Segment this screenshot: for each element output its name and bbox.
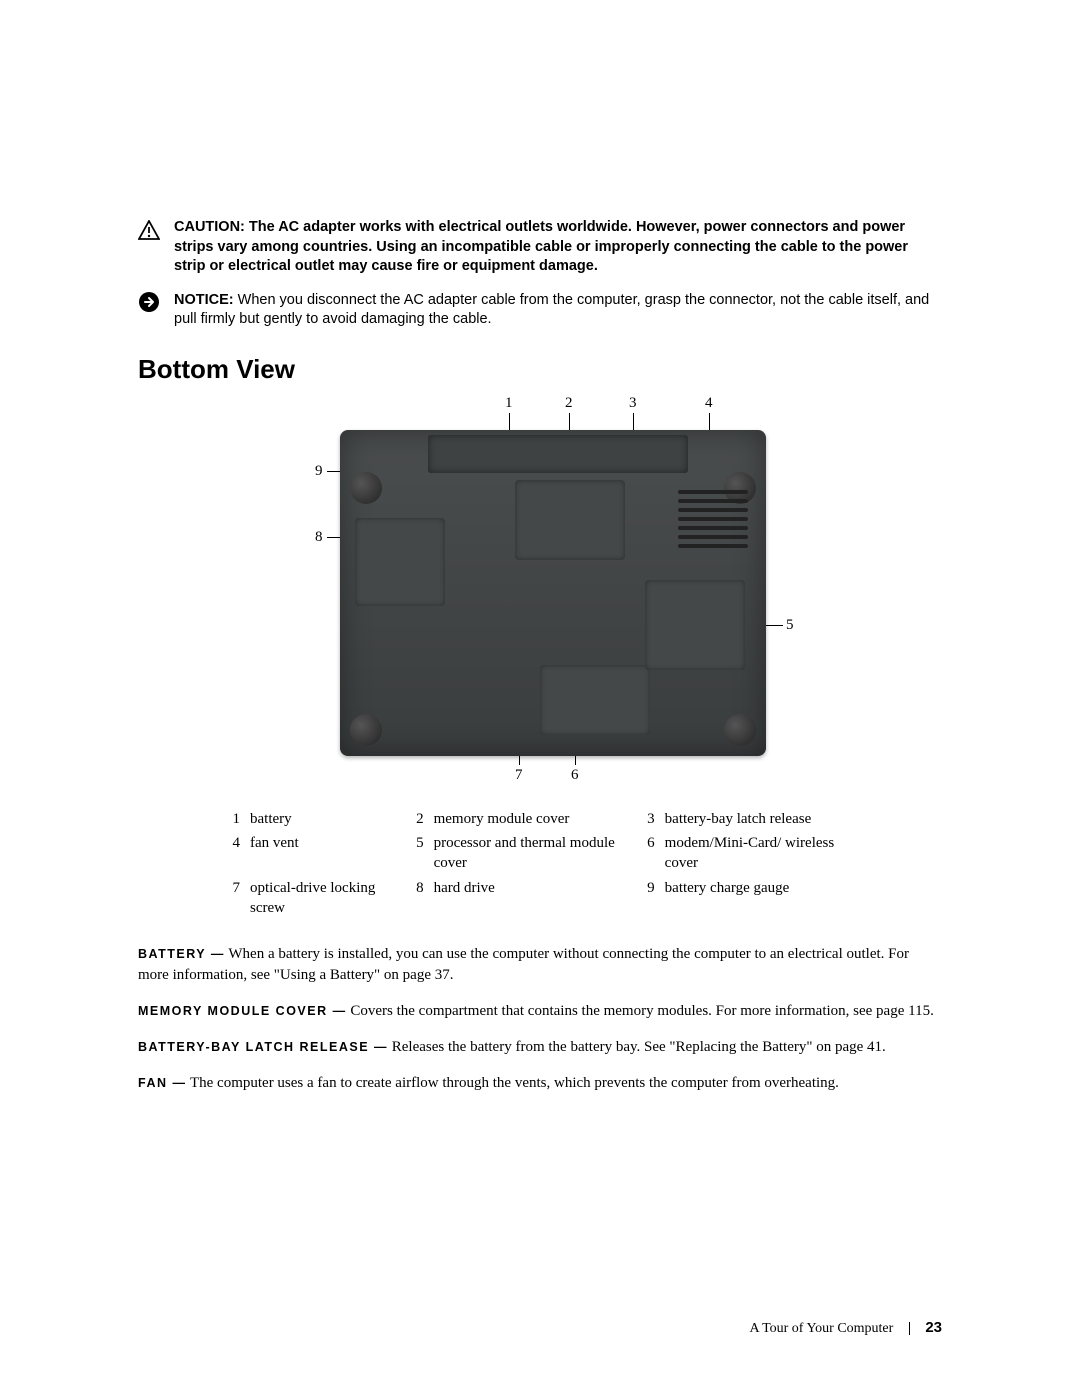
footer-page-number: 23	[925, 1319, 942, 1336]
callout-6: 6	[571, 767, 579, 784]
document-page: CAUTION: The AC adapter works with elect…	[0, 0, 1080, 1397]
memory-cover-panel	[515, 480, 625, 560]
def-text: Releases the battery from the battery ba…	[392, 1039, 886, 1055]
legend-num: 1	[220, 807, 250, 831]
callout-7: 7	[515, 767, 523, 784]
table-row: 7 optical-drive locking screw 8 hard dri…	[220, 876, 860, 921]
wireless-cover-panel	[540, 665, 650, 735]
def-text: Covers the compartment that contains the…	[350, 1003, 933, 1019]
callout-2: 2	[565, 395, 573, 412]
thermal-cover-panel	[645, 580, 745, 670]
notice-block: NOTICE: When you disconnect the AC adapt…	[138, 291, 942, 330]
legend-text: fan vent	[250, 831, 404, 876]
def-term: BATTERY —	[138, 947, 225, 961]
caution-icon	[138, 220, 160, 245]
battery-strip	[428, 435, 688, 473]
table-row: 1 battery 2 memory module cover 3 batter…	[220, 807, 860, 831]
foot-pad	[350, 714, 382, 746]
legend-num: 9	[635, 876, 665, 921]
def-term: FAN —	[138, 1076, 186, 1090]
definition-memory: MEMORY MODULE COVER — Covers the compart…	[138, 1001, 942, 1022]
caution-text: CAUTION: The AC adapter works with elect…	[170, 218, 942, 277]
legend-text: processor and thermal module cover	[434, 831, 635, 876]
legend-text: hard drive	[434, 876, 635, 921]
foot-pad	[350, 472, 382, 504]
definition-latch: BATTERY-BAY LATCH RELEASE — Releases the…	[138, 1037, 942, 1058]
notice-label: NOTICE:	[174, 292, 234, 308]
legend-text: optical-drive locking screw	[250, 876, 404, 921]
legend-num: 5	[404, 831, 434, 876]
notice-text: NOTICE: When you disconnect the AC adapt…	[170, 291, 942, 330]
notice-body: When you disconnect the AC adapter cable…	[174, 292, 929, 328]
legend-text: battery charge gauge	[665, 876, 860, 921]
def-text: The computer uses a fan to create airflo…	[190, 1075, 839, 1091]
legend-num: 4	[220, 831, 250, 876]
legend-text: battery-bay latch release	[665, 807, 860, 831]
legend-text: battery	[250, 807, 404, 831]
callout-1: 1	[505, 395, 513, 412]
def-text: When a battery is installed, you can use…	[138, 946, 909, 983]
table-row: 4 fan vent 5 processor and thermal modul…	[220, 831, 860, 876]
callout-5: 5	[786, 617, 794, 634]
caution-body: The AC adapter works with electrical out…	[174, 219, 908, 274]
footer-title: A Tour of Your Computer	[749, 1321, 893, 1336]
legend-table: 1 battery 2 memory module cover 3 batter…	[220, 807, 860, 920]
definition-fan: FAN — The computer uses a fan to create …	[138, 1073, 942, 1094]
section-heading: Bottom View	[138, 354, 942, 385]
def-term: MEMORY MODULE COVER —	[138, 1004, 347, 1018]
legend-num: 2	[404, 807, 434, 831]
page-footer: A Tour of Your Computer 23	[749, 1319, 942, 1337]
def-term: BATTERY-BAY LATCH RELEASE —	[138, 1040, 388, 1054]
laptop-bottom	[340, 430, 766, 756]
hard-drive-panel	[355, 518, 445, 606]
legend-num: 3	[635, 807, 665, 831]
footer-separator	[909, 1322, 910, 1335]
legend-text: memory module cover	[434, 807, 635, 831]
legend-num: 7	[220, 876, 250, 921]
diagram-area: 1 2 3 4 9 8 5 7 6	[245, 395, 835, 795]
callout-8: 8	[315, 529, 323, 546]
callout-4: 4	[705, 395, 713, 412]
foot-pad	[724, 714, 756, 746]
caution-block: CAUTION: The AC adapter works with elect…	[138, 218, 942, 277]
legend-num: 6	[635, 831, 665, 876]
legend-num: 8	[404, 876, 434, 921]
notice-icon	[138, 291, 160, 318]
definition-battery: BATTERY — When a battery is installed, y…	[138, 944, 942, 986]
fan-vent	[678, 490, 748, 553]
legend-text: modem/Mini-Card/ wireless cover	[665, 831, 860, 876]
caution-label: CAUTION:	[174, 219, 245, 235]
callout-9: 9	[315, 463, 323, 480]
callout-3: 3	[629, 395, 637, 412]
